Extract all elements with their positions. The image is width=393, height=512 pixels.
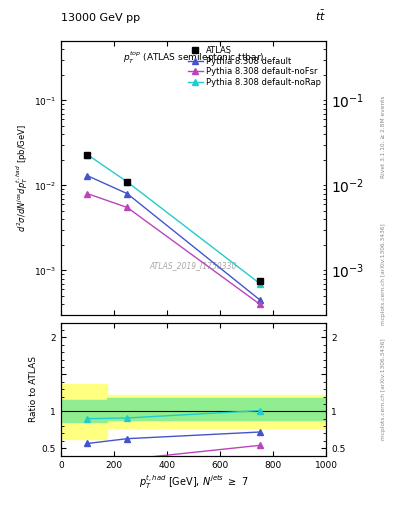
X-axis label: $p_T^{t,had}$ [GeV], $N^{jets}$ $\geq$ 7: $p_T^{t,had}$ [GeV], $N^{jets}$ $\geq$ 7 — [139, 474, 248, 491]
Line: Pythia 8.308 default-noFsr: Pythia 8.308 default-noFsr — [84, 190, 263, 307]
Pythia 8.308 default-noFsr — [85, 190, 90, 197]
Pythia 8.308 default-noRap — [257, 281, 262, 287]
Pythia 8.308 default — [85, 173, 90, 179]
Legend: ATLAS, Pythia 8.308 default, Pythia 8.308 default-noFsr, Pythia 8.308 default-no: ATLAS, Pythia 8.308 default, Pythia 8.30… — [187, 45, 322, 88]
Pythia 8.308 default-noFsr — [125, 204, 130, 210]
ATLAS — [257, 278, 262, 284]
Pythia 8.308 default — [257, 297, 262, 303]
Text: mcplots.cern.ch [arXiv:1306.3436]: mcplots.cern.ch [arXiv:1306.3436] — [381, 338, 386, 440]
ATLAS — [85, 152, 90, 158]
ATLAS — [125, 179, 130, 185]
Y-axis label: Ratio to ATLAS: Ratio to ATLAS — [29, 356, 37, 422]
Pythia 8.308 default-noFsr — [257, 301, 262, 307]
Pythia 8.308 default-noRap — [85, 152, 90, 158]
Text: $p_T^{top}$ (ATLAS semileptonic ttbar): $p_T^{top}$ (ATLAS semileptonic ttbar) — [123, 49, 264, 66]
Text: Rivet 3.1.10, ≥ 2.8M events: Rivet 3.1.10, ≥ 2.8M events — [381, 96, 386, 178]
Text: ATLAS_2019_I1750330: ATLAS_2019_I1750330 — [150, 261, 237, 270]
Pythia 8.308 default-noRap — [125, 179, 130, 185]
Text: 13000 GeV pp: 13000 GeV pp — [61, 13, 140, 23]
Text: $t\bar{t}$: $t\bar{t}$ — [315, 9, 326, 23]
Line: ATLAS: ATLAS — [84, 152, 263, 284]
Line: Pythia 8.308 default-noRap: Pythia 8.308 default-noRap — [84, 152, 263, 287]
Pythia 8.308 default — [125, 190, 130, 197]
Line: Pythia 8.308 default: Pythia 8.308 default — [84, 173, 263, 303]
Y-axis label: $d^2\sigma$/$dN^{jos}$$dp_T^{t,had}$ [pb/GeV]: $d^2\sigma$/$dN^{jos}$$dp_T^{t,had}$ [pb… — [14, 124, 29, 232]
Text: mcplots.cern.ch [arXiv:1306.3436]: mcplots.cern.ch [arXiv:1306.3436] — [381, 223, 386, 325]
